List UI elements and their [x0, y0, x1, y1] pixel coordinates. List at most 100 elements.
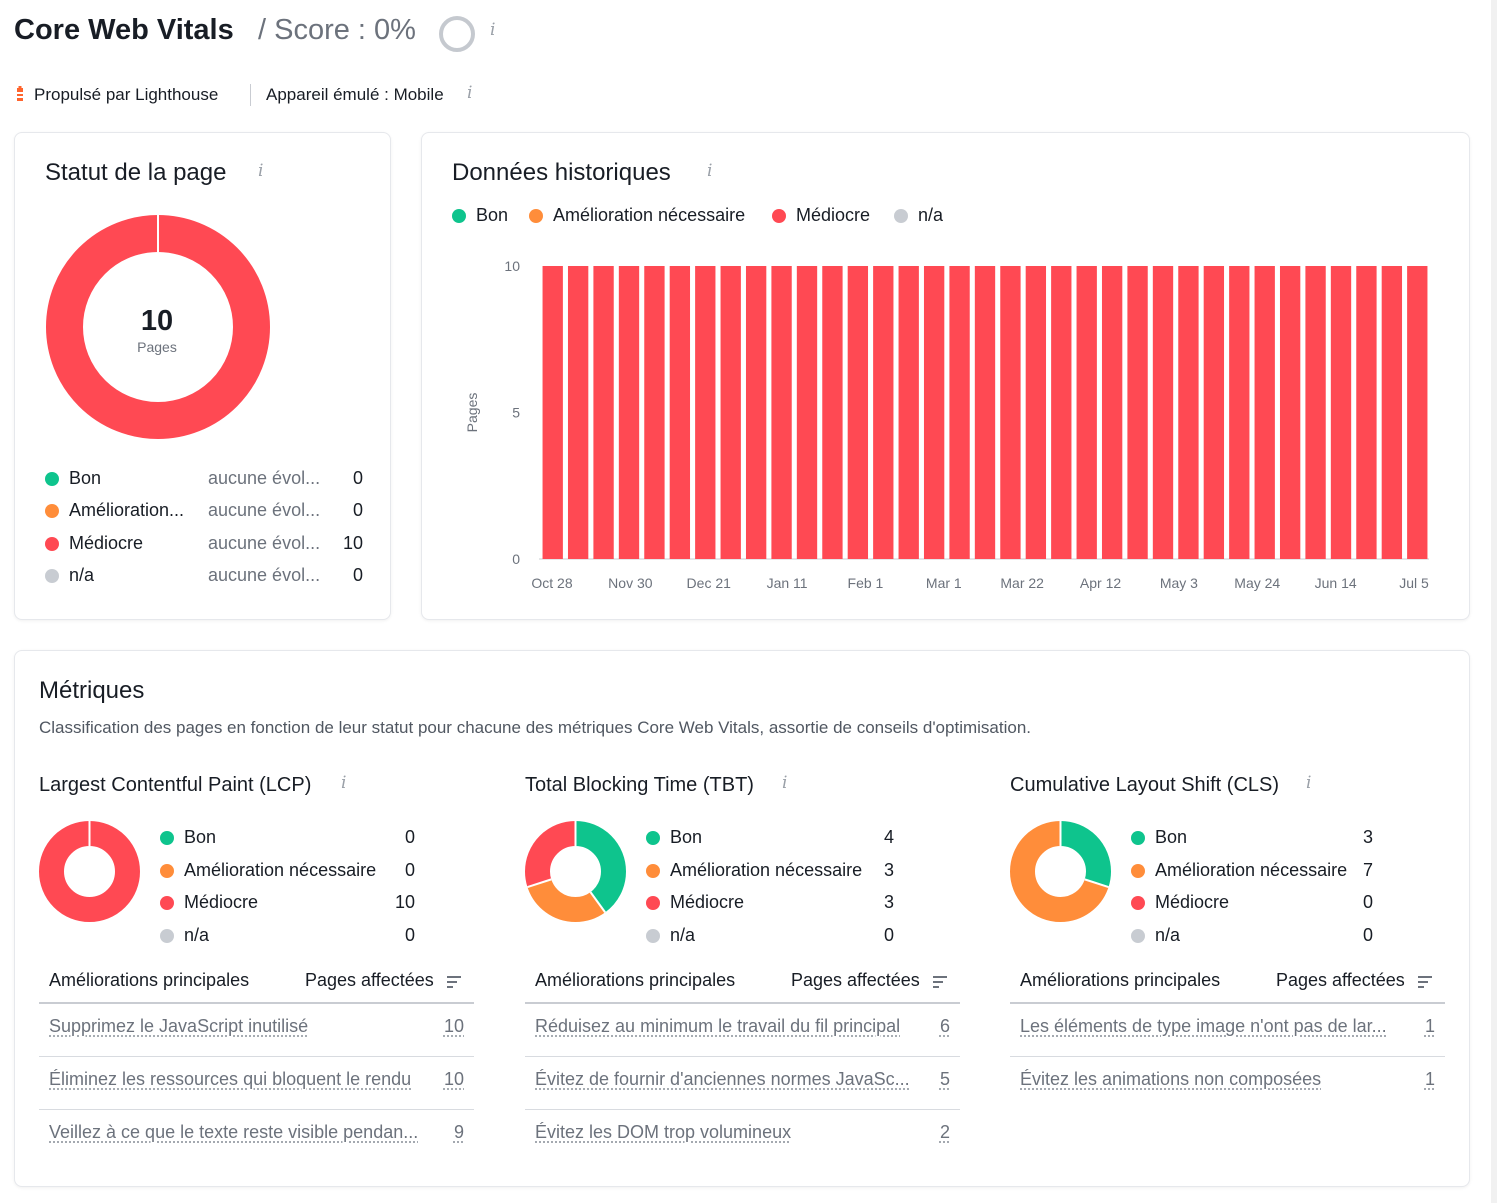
- history-bar[interactable]: [1000, 266, 1021, 559]
- donut-center-label: Pages: [137, 339, 177, 355]
- status-row-label: n/a: [69, 565, 95, 585]
- history-bar[interactable]: [1051, 266, 1072, 559]
- donut-center-value: 10: [140, 305, 174, 337]
- legend-dot-poor: [646, 896, 660, 910]
- x-tick-label: Dec 21: [687, 575, 732, 591]
- device-label: Appareil émulé : Mobile: [266, 85, 444, 104]
- metric-legend-value: 0: [404, 925, 415, 945]
- history-bar[interactable]: [974, 266, 996, 559]
- card-title: Métriques: [39, 677, 145, 704]
- improvement-link[interactable]: Veillez à ce que le texte reste visible …: [49, 1122, 419, 1142]
- metric-legend-value: 7: [1362, 860, 1373, 880]
- metric-legend-value: 3: [1362, 827, 1373, 847]
- improvement-link[interactable]: Évitez les DOM trop volumineux: [535, 1122, 792, 1142]
- metric-panel: Cumulative Layout Shift (CLS) i Bon 3 Amélio…: [1010, 651, 1450, 1181]
- score-text: / Score : 0%: [258, 14, 416, 46]
- history-bar[interactable]: [542, 266, 563, 559]
- scrollbar[interactable]: [1491, 0, 1497, 1203]
- history-bar[interactable]: [1279, 266, 1301, 559]
- sort-icon[interactable]: [1418, 976, 1432, 988]
- affected-pages-count[interactable]: 2: [939, 1122, 950, 1142]
- history-bar[interactable]: [1356, 266, 1377, 559]
- affected-pages-count[interactable]: 5: [939, 1069, 950, 1089]
- metric-legend-label: Amélioration nécessaire: [1155, 860, 1348, 880]
- history-bar[interactable]: [1203, 266, 1225, 559]
- info-icon[interactable]: i: [467, 83, 473, 103]
- history-bar[interactable]: [1305, 266, 1326, 559]
- legend-dot-good: [452, 209, 466, 223]
- info-icon[interactable]: i: [1306, 773, 1312, 793]
- improvement-link[interactable]: Les éléments de type image n'ont pas de …: [1020, 1016, 1387, 1036]
- history-bar[interactable]: [1101, 266, 1123, 559]
- row-divider: [39, 1056, 474, 1057]
- column-header-improvements: Améliorations principales: [1020, 970, 1221, 990]
- improvement-link[interactable]: Éliminez les ressources qui bloquent le …: [49, 1069, 412, 1089]
- x-tick-label: Mar 22: [1000, 575, 1044, 591]
- history-bar[interactable]: [1229, 266, 1250, 559]
- history-bar[interactable]: [567, 266, 589, 559]
- history-bar[interactable]: [1127, 266, 1148, 559]
- affected-pages-count[interactable]: 1: [1424, 1069, 1435, 1089]
- metric-legend-label: Amélioration nécessaire: [184, 860, 377, 880]
- legend-dot-na: [894, 209, 908, 223]
- history-bar[interactable]: [1381, 266, 1403, 559]
- column-header-affected-pages[interactable]: Pages affectées: [791, 970, 920, 990]
- info-icon[interactable]: i: [258, 161, 264, 181]
- history-bar[interactable]: [923, 266, 945, 559]
- legend-dot-poor: [772, 209, 786, 223]
- history-bar[interactable]: [1152, 266, 1174, 559]
- history-bar[interactable]: [1254, 266, 1275, 559]
- history-bar[interactable]: [745, 266, 767, 559]
- history-bar[interactable]: [949, 266, 970, 559]
- info-icon[interactable]: i: [707, 161, 713, 181]
- affected-pages-count[interactable]: 9: [453, 1122, 464, 1142]
- history-bar[interactable]: [1407, 266, 1428, 559]
- sort-icon[interactable]: [933, 976, 947, 988]
- column-header-improvements: Améliorations principales: [49, 970, 250, 990]
- history-bar[interactable]: [644, 266, 665, 559]
- history-bar[interactable]: [1025, 266, 1047, 559]
- metric-legend-label: n/a: [1155, 925, 1181, 945]
- history-bar[interactable]: [822, 266, 843, 559]
- info-icon[interactable]: i: [341, 773, 347, 793]
- legend-dot-poor: [45, 537, 59, 551]
- history-bar[interactable]: [593, 266, 614, 559]
- history-bar[interactable]: [720, 266, 741, 559]
- improvement-link[interactable]: Évitez de fournir d'anciennes normes Jav…: [535, 1069, 910, 1089]
- affected-pages-count[interactable]: 10: [443, 1069, 464, 1089]
- status-row-label: Amélioration...: [69, 500, 185, 520]
- history-bar[interactable]: [669, 266, 691, 559]
- column-header-affected-pages[interactable]: Pages affectées: [1276, 970, 1405, 990]
- metric-title: Cumulative Layout Shift (CLS): [1010, 774, 1280, 796]
- history-bar[interactable]: [873, 266, 894, 559]
- affected-pages-count[interactable]: 10: [443, 1016, 464, 1036]
- history-bar[interactable]: [898, 266, 919, 559]
- metric-donut: [39, 821, 140, 922]
- status-row-value: 0: [352, 468, 363, 488]
- improvement-link[interactable]: Réduisez au minimum le travail du fil pr…: [535, 1016, 901, 1036]
- history-bar-chart: 10 5 0 Pages Oct 28 Nov 30 Dec 21 Jan 11 Feb 1 Ma…: [464, 258, 1429, 591]
- legend-dot-poor: [1131, 896, 1145, 910]
- history-bar[interactable]: [847, 266, 869, 559]
- history-bar[interactable]: [695, 266, 716, 559]
- history-bar[interactable]: [1330, 266, 1352, 559]
- card-title: Données historiques: [452, 159, 671, 186]
- history-bar[interactable]: [618, 266, 640, 559]
- improvement-link[interactable]: Évitez les animations non composées: [1020, 1069, 1322, 1089]
- affected-pages-count[interactable]: 6: [939, 1016, 950, 1036]
- info-icon[interactable]: i: [782, 773, 788, 793]
- metric-legend-value: 0: [1362, 892, 1373, 912]
- info-icon[interactable]: i: [490, 20, 496, 40]
- improvement-link[interactable]: Supprimez le JavaScript inutilisé: [49, 1016, 309, 1036]
- affected-pages-count[interactable]: 1: [1424, 1016, 1435, 1036]
- history-bar[interactable]: [1076, 266, 1097, 559]
- metric-legend-label: Médiocre: [670, 892, 745, 912]
- history-bar[interactable]: [1178, 266, 1199, 559]
- slice-needs[interactable]: [525, 821, 626, 922]
- history-bar[interactable]: [771, 266, 792, 559]
- x-tick-label: Jun 14: [1315, 575, 1357, 591]
- sort-icon[interactable]: [447, 976, 461, 988]
- history-bar[interactable]: [796, 266, 818, 559]
- metric-panel: Largest Contentful Paint (LCP) i Bon 0 Améli…: [39, 651, 479, 1181]
- column-header-affected-pages[interactable]: Pages affectées: [305, 970, 434, 990]
